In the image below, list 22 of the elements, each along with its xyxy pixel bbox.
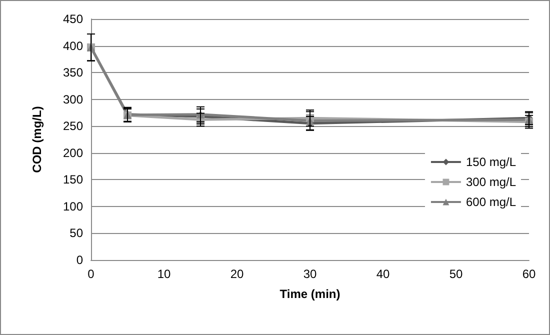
x-tick-label: 30 <box>303 267 317 281</box>
x-tick-label: 0 <box>88 267 95 281</box>
y-tick-label: 50 <box>70 226 84 240</box>
y-tick-label: 450 <box>62 12 84 26</box>
legend-label: 300 mg/L <box>466 175 516 189</box>
x-axis-title: Time (min) <box>280 287 340 301</box>
x-tick-label: 10 <box>157 267 171 281</box>
y-tick-label: 0 <box>76 253 84 267</box>
y-tick-label: 100 <box>62 199 84 214</box>
y-tick-label: 350 <box>62 66 84 80</box>
y-axis-title: COD (mg/L) <box>30 106 44 173</box>
legend-label: 600 mg/L <box>466 195 516 209</box>
y-tick-label: 300 <box>62 92 84 106</box>
x-tick-label: 60 <box>522 267 536 281</box>
x-tick-label: 50 <box>449 267 463 281</box>
x-tick-label: 20 <box>230 267 244 281</box>
y-tick-label: 250 <box>62 119 84 134</box>
legend-label: 150 mg/L <box>466 155 516 169</box>
y-tick-label: 200 <box>62 146 84 160</box>
x-tick-label: 40 <box>376 267 390 281</box>
y-tick-label: 150 <box>62 172 84 187</box>
y-tick-label: 400 <box>62 38 84 53</box>
